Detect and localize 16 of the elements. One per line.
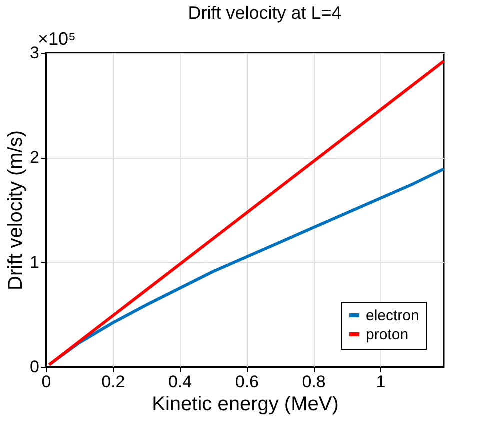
chart-title: Drift velocity at L=4 (188, 3, 342, 23)
y-tick-label: 0 (30, 358, 40, 376)
y-tick-label: 2 (30, 148, 40, 168)
x-tick-label: 0.2 (102, 372, 126, 392)
x-tick-label: 0.4 (168, 372, 192, 392)
x-tick-label: 0 (42, 372, 52, 392)
y-tick-label: 1 (30, 252, 40, 272)
x-axis-title: Kinetic energy (MeV) (152, 394, 339, 416)
text: ×10⁵ (38, 29, 76, 49)
legend-label: proton (366, 326, 409, 344)
legend-label: electron (366, 308, 420, 324)
x-tick-label: 0.8 (302, 372, 326, 392)
x-tick-label: 0.6 (235, 372, 259, 392)
y-tick-label: 3 (30, 44, 40, 62)
y-axis-title: Drift velocity (m/s) (5, 130, 28, 290)
x-tick-label: 1 (376, 372, 386, 392)
